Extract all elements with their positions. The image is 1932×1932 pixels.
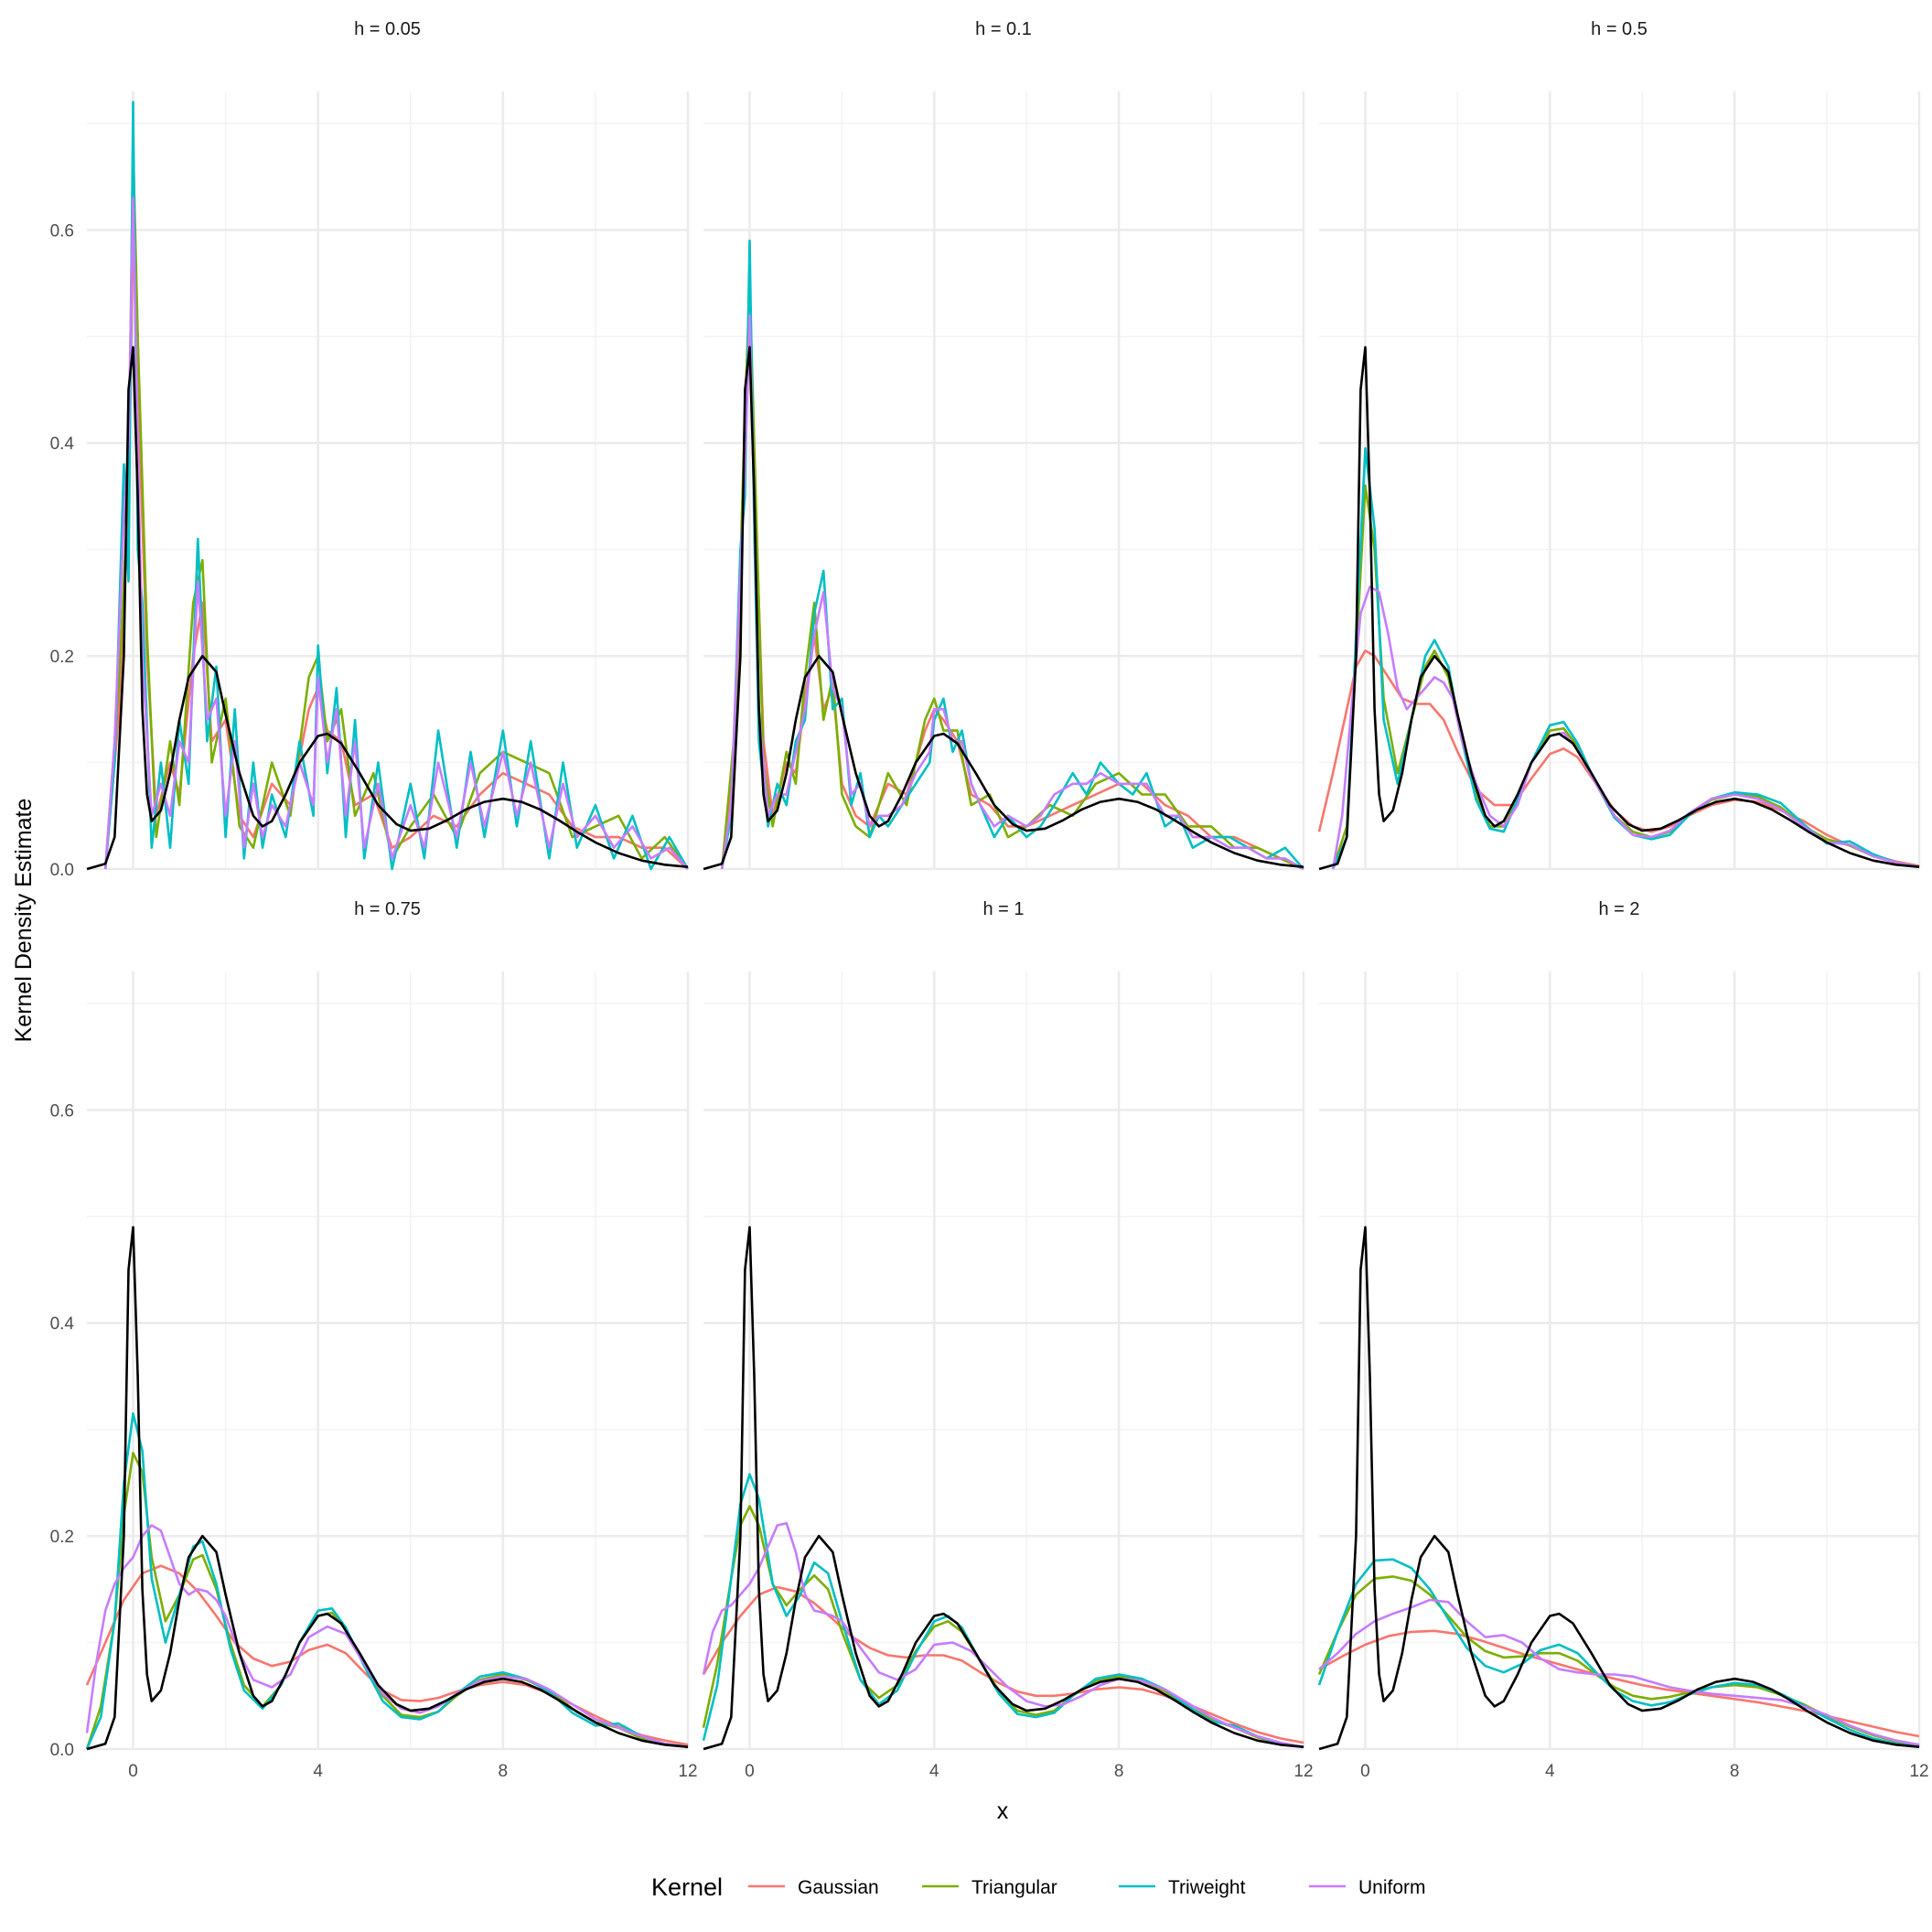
facet-label: h = 0.5 <box>1591 19 1648 39</box>
series-line-uniform <box>1318 1598 1920 1746</box>
legend-label: Triweight <box>1168 1877 1246 1898</box>
y-tick-label: 0.4 <box>50 435 75 454</box>
legend-label: Uniform <box>1358 1877 1426 1898</box>
series-line-gaussian <box>85 1564 689 1746</box>
x-tick-label: 8 <box>1730 1762 1740 1781</box>
x-tick-label: 0 <box>1360 1762 1370 1781</box>
y-tick-label: 0.4 <box>50 1315 75 1334</box>
legend-label: Triangular <box>971 1877 1057 1898</box>
y-tick-label: 0.0 <box>50 1741 74 1760</box>
facet-label: h = 0.75 <box>354 899 421 919</box>
x-tick-label: 4 <box>313 1762 323 1781</box>
series-line-gaussian <box>720 335 1304 871</box>
y-tick-label: 0.2 <box>50 648 74 667</box>
series-line-triweight <box>720 239 1304 870</box>
x-tick-label: 8 <box>499 1762 509 1781</box>
series-line-triangular <box>1331 484 1920 870</box>
series-line-uniform <box>103 197 689 870</box>
series-line-gaussian <box>1317 649 1920 867</box>
legend-title: Kernel <box>651 1873 723 1901</box>
y-tick-label: 0.0 <box>50 861 74 880</box>
series-line-uniform <box>85 1524 689 1748</box>
x-tick-label: 4 <box>929 1762 939 1781</box>
facet-label: h = 1 <box>982 899 1024 919</box>
reference-density-line <box>86 1226 689 1751</box>
facet-label: h = 2 <box>1598 899 1639 919</box>
x-tick-label: 12 <box>678 1762 697 1781</box>
x-tick-label: 8 <box>1114 1762 1124 1781</box>
reference-density-line <box>86 346 689 871</box>
series-line-uniform <box>702 1521 1304 1748</box>
series-line-triweight <box>103 101 690 871</box>
reference-density-line <box>703 346 1304 871</box>
facet-label: h = 0.1 <box>975 19 1032 39</box>
series-line-uniform <box>1331 585 1920 870</box>
x-tick-label: 12 <box>1293 1762 1313 1781</box>
series-line-uniform <box>720 314 1304 871</box>
series-line-triangular <box>720 282 1304 871</box>
series-line-triweight <box>1317 1558 1920 1748</box>
x-tick-label: 0 <box>745 1762 755 1781</box>
y-tick-label: 0.6 <box>50 221 74 241</box>
reference-density-line <box>1318 346 1920 871</box>
x-tick-label: 0 <box>128 1762 138 1781</box>
reference-density-line <box>703 1226 1304 1751</box>
x-axis-title: x <box>997 1798 1009 1824</box>
facet-label: h = 0.05 <box>354 19 421 39</box>
legend-label: Gaussian <box>798 1877 879 1898</box>
series-line-triweight <box>85 1411 689 1750</box>
x-tick-label: 4 <box>1545 1762 1555 1781</box>
y-axis-title: Kernel Density Estimate <box>11 799 37 1043</box>
y-tick-label: 0.2 <box>50 1528 74 1547</box>
series-line-triweight <box>1331 446 1920 870</box>
series-line-triangular <box>103 143 690 870</box>
y-tick-label: 0.6 <box>50 1101 74 1121</box>
x-tick-label: 12 <box>1909 1762 1928 1781</box>
reference-density-line <box>1318 1226 1920 1751</box>
